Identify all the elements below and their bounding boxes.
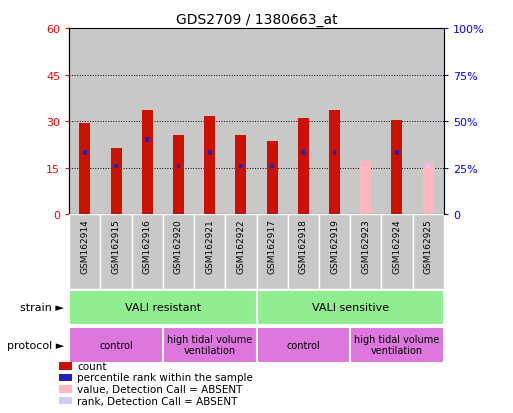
Bar <box>83 150 87 155</box>
Bar <box>412 29 444 215</box>
Text: VALI sensitive: VALI sensitive <box>311 303 389 313</box>
Bar <box>194 29 225 215</box>
Bar <box>360 162 371 215</box>
Bar <box>350 327 444 363</box>
Title: GDS2709 / 1380663_at: GDS2709 / 1380663_at <box>175 12 338 26</box>
Bar <box>163 29 194 215</box>
Bar <box>132 215 163 289</box>
Bar <box>69 215 101 289</box>
Bar <box>302 150 305 155</box>
Bar <box>69 29 101 215</box>
Bar <box>239 164 243 169</box>
Text: GSM162923: GSM162923 <box>361 218 370 273</box>
Bar <box>80 123 90 215</box>
Bar <box>256 290 444 325</box>
Bar <box>319 215 350 289</box>
Text: control: control <box>99 340 133 350</box>
Bar <box>225 29 256 215</box>
Bar <box>208 150 211 155</box>
Text: GSM162922: GSM162922 <box>236 218 245 273</box>
Bar <box>423 164 433 215</box>
Text: high tidal volume
ventilation: high tidal volume ventilation <box>167 334 252 356</box>
Bar <box>267 142 278 215</box>
Bar <box>225 215 256 289</box>
Bar <box>101 215 132 289</box>
Bar <box>173 136 184 215</box>
Bar <box>163 215 194 289</box>
Bar <box>270 164 274 169</box>
Bar <box>319 29 350 215</box>
Text: strain ►: strain ► <box>20 303 64 313</box>
Text: percentile rank within the sample: percentile rank within the sample <box>77 373 253 382</box>
Bar <box>111 148 122 215</box>
Bar <box>350 29 381 215</box>
Bar <box>204 117 215 215</box>
Bar <box>395 150 399 155</box>
Text: GSM162917: GSM162917 <box>268 218 277 273</box>
Bar <box>412 215 444 289</box>
Text: protocol ►: protocol ► <box>7 340 64 350</box>
Bar <box>114 164 118 169</box>
Text: VALI resistant: VALI resistant <box>125 303 201 313</box>
Bar <box>145 138 149 143</box>
Bar <box>142 111 153 215</box>
Bar <box>176 164 181 169</box>
Bar <box>381 29 412 215</box>
Text: GSM162920: GSM162920 <box>174 218 183 273</box>
Bar <box>391 120 402 215</box>
Text: GSM162924: GSM162924 <box>392 218 402 273</box>
Bar <box>288 215 319 289</box>
Bar <box>163 327 256 363</box>
Bar <box>69 327 163 363</box>
Text: control: control <box>286 340 320 350</box>
Bar <box>69 290 256 325</box>
Bar <box>426 164 430 169</box>
Text: GSM162921: GSM162921 <box>205 218 214 273</box>
Bar <box>256 327 350 363</box>
Bar <box>256 29 288 215</box>
Text: GSM162925: GSM162925 <box>424 218 432 273</box>
Bar <box>350 215 381 289</box>
Text: GSM162914: GSM162914 <box>81 218 89 273</box>
Bar <box>194 215 225 289</box>
Text: count: count <box>77 361 107 371</box>
Text: GSM162918: GSM162918 <box>299 218 308 273</box>
Text: GSM162916: GSM162916 <box>143 218 152 273</box>
Bar <box>329 111 340 215</box>
Bar <box>101 29 132 215</box>
Text: GSM162915: GSM162915 <box>111 218 121 273</box>
Text: rank, Detection Call = ABSENT: rank, Detection Call = ABSENT <box>77 396 238 406</box>
Text: value, Detection Call = ABSENT: value, Detection Call = ABSENT <box>77 384 242 394</box>
Bar <box>256 215 288 289</box>
Bar <box>381 215 412 289</box>
Bar <box>288 29 319 215</box>
Bar <box>298 119 309 215</box>
Text: GSM162919: GSM162919 <box>330 218 339 273</box>
Bar <box>235 136 246 215</box>
Bar <box>332 150 337 155</box>
Text: high tidal volume
ventilation: high tidal volume ventilation <box>354 334 440 356</box>
Bar <box>132 29 163 215</box>
